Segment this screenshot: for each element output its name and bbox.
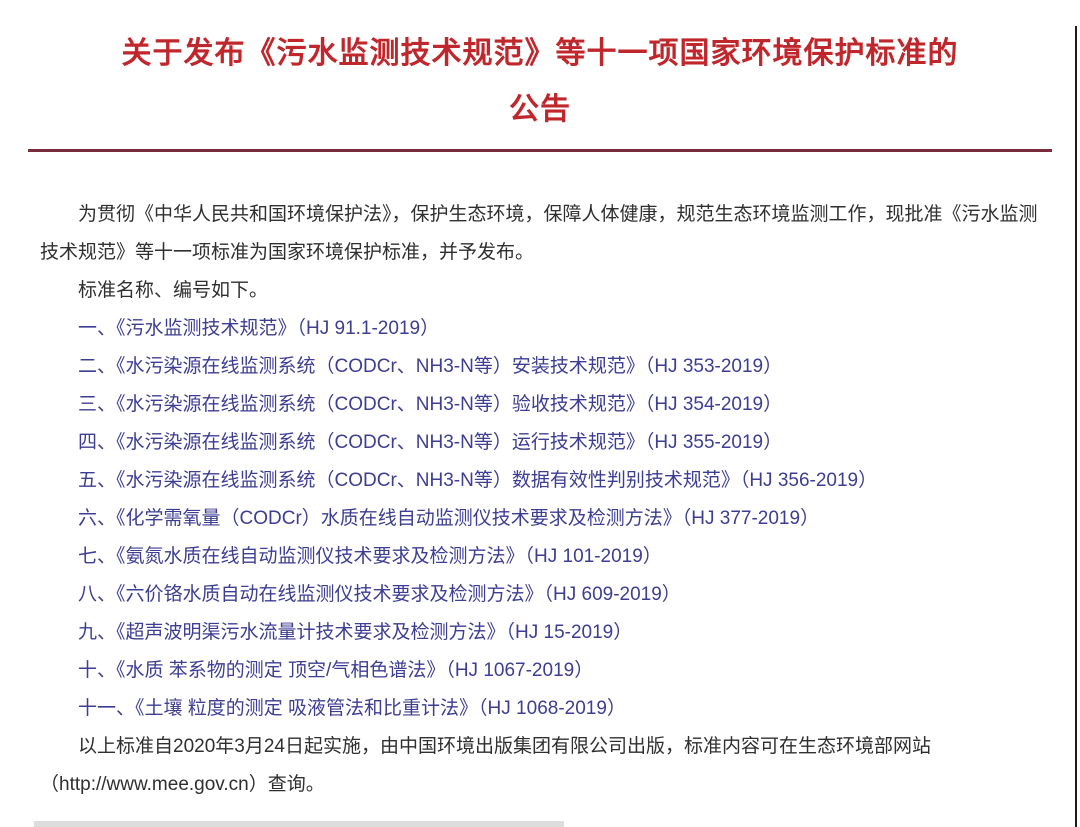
standard-link-10[interactable]: 十、《水质 苯系物的测定 顶空/气相色谱法》（HJ 1067-2019） <box>78 660 594 681</box>
standard-link-1[interactable]: 一、《污水监测技术规范》（HJ 91.1-2019） <box>78 318 440 339</box>
announcement-page: 关于发布《污水监测技术规范》等十一项国家环境保护标准的公告 为贯彻《中华人民共和… <box>0 26 1080 827</box>
implementation-note: 以上标准自2020年3月24日起实施，由中国环境出版集团有限公司出版，标准内容可… <box>40 736 931 795</box>
standard-link-7[interactable]: 七、《氨氮水质在线自动监测仪技术要求及检测方法》（HJ 101-2019） <box>78 546 662 567</box>
standard-link-2[interactable]: 二、《水污染源在线监测系统（CODCr、NH3-N等）安装技术规范》（HJ 35… <box>78 356 783 377</box>
intro-paragraph: 为贯彻《中华人民共和国环境保护法》，保护生态环境，保障人体健康，规范生态环境监测… <box>40 204 1038 263</box>
standard-link-5[interactable]: 五、《水污染源在线监测系统（CODCr、NH3-N等）数据有效性判别技术规范》（… <box>78 470 878 491</box>
standard-link-11[interactable]: 十一、《土壤 粒度的测定 吸液管法和比重计法》（HJ 1068-2019） <box>78 698 626 719</box>
standards-list-lead: 标准名称、编号如下。 <box>78 280 269 301</box>
standard-link-3[interactable]: 三、《水污染源在线监测系统（CODCr、NH3-N等）验收技术规范》（HJ 35… <box>78 394 783 415</box>
right-edge-border <box>1075 26 1077 827</box>
bottom-edge-artifact <box>34 821 564 827</box>
title-divider-line <box>28 149 1052 152</box>
standard-link-4[interactable]: 四、《水污染源在线监测系统（CODCr、NH3-N等）运行技术规范》（HJ 35… <box>78 432 783 453</box>
announcement-body: 为贯彻《中华人民共和国环境保护法》，保护生态环境，保障人体健康，规范生态环境监测… <box>40 196 1040 804</box>
page-title: 关于发布《污水监测技术规范》等十一项国家环境保护标准的公告 <box>121 37 959 126</box>
standard-link-9[interactable]: 九、《超声波明渠污水流量计技术要求及检测方法》（HJ 15-2019） <box>78 622 633 643</box>
standard-link-8[interactable]: 八、《六价铬水质自动在线监测仪技术要求及检测方法》（HJ 609-2019） <box>78 584 681 605</box>
standards-list: 一、《污水监测技术规范》（HJ 91.1-2019） 二、《水污染源在线监测系统… <box>40 310 1040 728</box>
standard-link-6[interactable]: 六、《化学需氧量（CODCr）水质在线自动监测仪技术要求及检测方法》（HJ 37… <box>78 508 820 529</box>
